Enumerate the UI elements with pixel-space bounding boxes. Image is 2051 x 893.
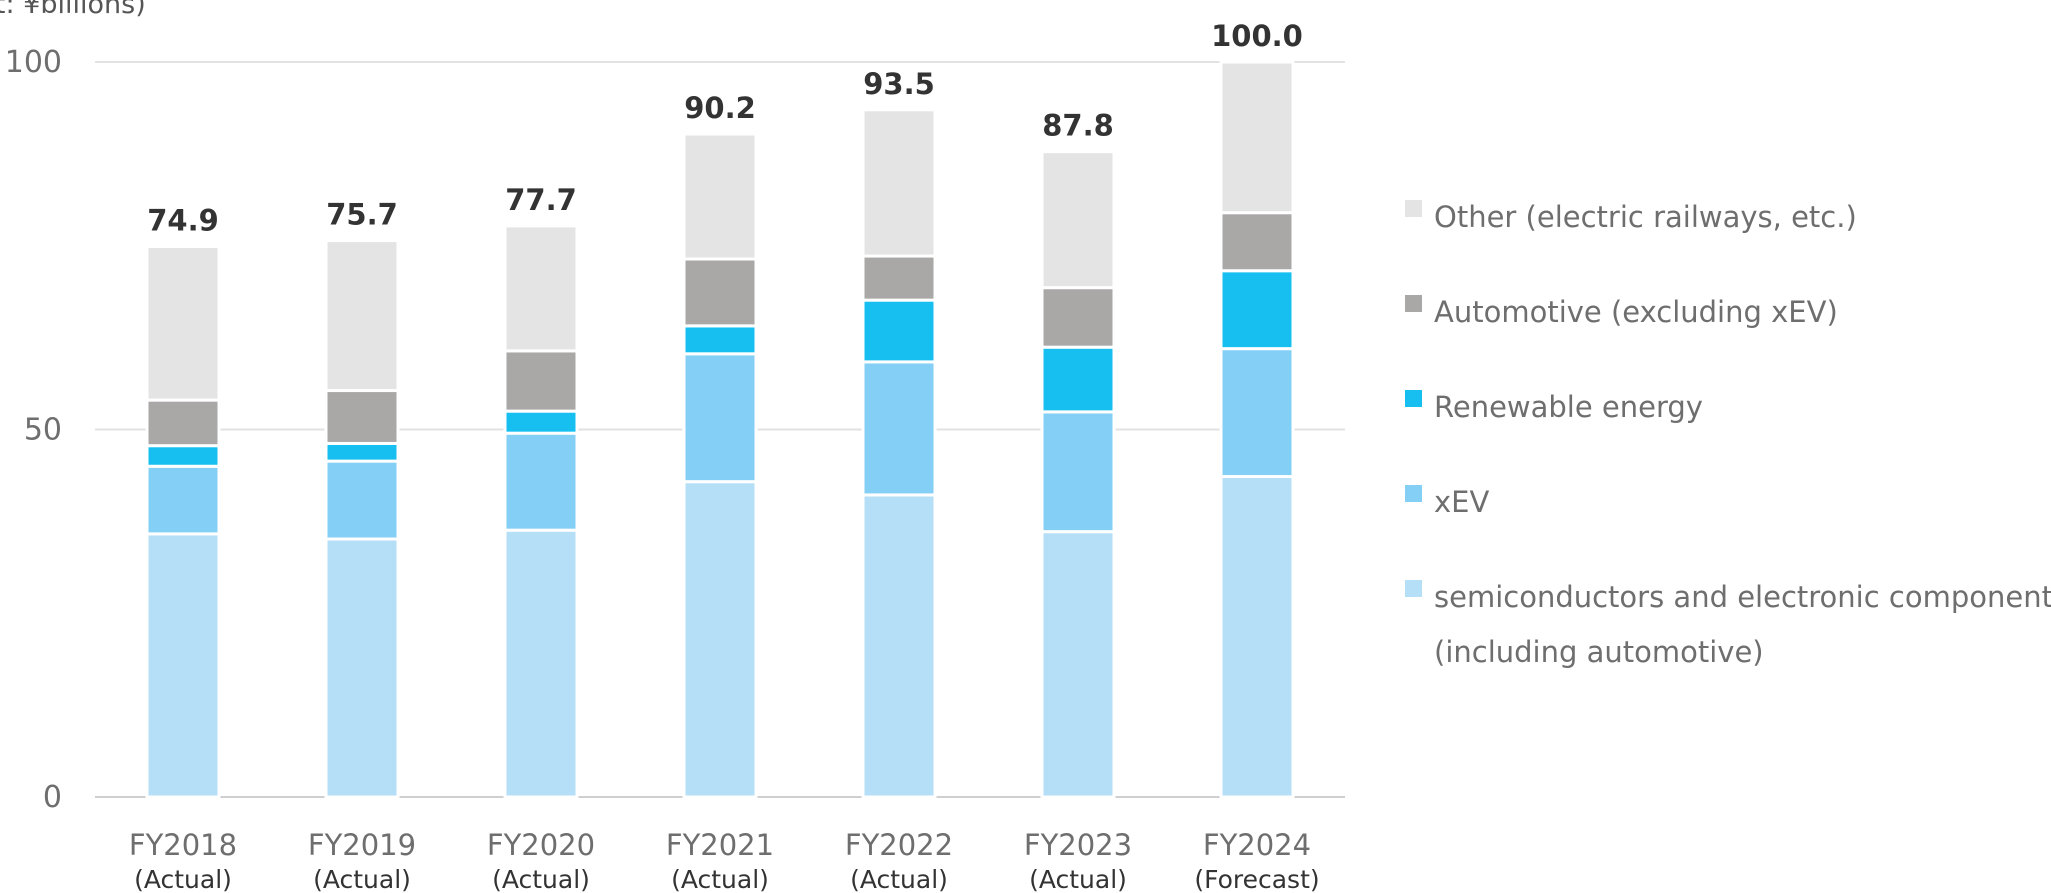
bar-segment	[861, 254, 937, 302]
legend-label: (including automotive)	[1434, 635, 1764, 669]
x-tick-label: FY2022	[845, 828, 953, 862]
bar-segment	[861, 108, 937, 258]
bar-segment	[861, 360, 937, 497]
bar-segment	[1219, 269, 1295, 351]
total-label: 87.8	[1042, 109, 1114, 143]
legend-label: Automotive (excluding xEV)	[1434, 295, 1838, 329]
y-tick-label: 50	[24, 413, 62, 448]
y-tick-label: 100	[5, 45, 62, 80]
bar-segment	[682, 352, 758, 484]
legend-label: semiconductors and electronic components	[1434, 580, 2051, 614]
bar-segment	[1219, 347, 1295, 479]
bar-segment	[861, 493, 937, 799]
x-tick-sublabel: (Actual)	[850, 865, 948, 893]
bar-segment	[682, 257, 758, 328]
bar-segment	[1040, 150, 1116, 290]
bar-segment	[1040, 345, 1116, 414]
total-label: 74.9	[147, 203, 219, 237]
bar-segment	[324, 239, 400, 393]
bar-segment	[861, 298, 937, 364]
legend-label: Renewable energy	[1434, 390, 1703, 424]
legend-swatch	[1405, 390, 1422, 407]
x-tick-sublabel: (Actual)	[492, 865, 590, 893]
x-tick-sublabel: (Forecast)	[1194, 865, 1319, 893]
bar-segment	[503, 224, 579, 353]
bar-segment	[145, 444, 221, 468]
x-tick-label: FY2023	[1024, 828, 1132, 862]
bar-segment	[503, 409, 579, 435]
total-label: 93.5	[863, 67, 935, 101]
x-tick-label: FY2021	[666, 828, 774, 862]
x-tick-label: FY2024	[1203, 828, 1311, 862]
bar-segment	[145, 244, 221, 402]
bar-segment	[682, 324, 758, 356]
bar-segment	[324, 537, 400, 799]
bar-segment	[682, 132, 758, 261]
legend-swatch	[1405, 485, 1422, 502]
bar-segment	[324, 459, 400, 541]
bar-segment	[1040, 286, 1116, 349]
bar-segment	[145, 464, 221, 536]
legend-label: xEV	[1434, 485, 1490, 519]
x-tick-sublabel: (Actual)	[1029, 865, 1127, 893]
bar-segment	[503, 431, 579, 532]
labels: (Unit: ¥billions) 0 50 100 74.9 FY2018 (Actual…	[0, 0, 1320, 893]
x-tick-label: FY2019	[308, 828, 416, 862]
bar-segment	[1040, 410, 1116, 534]
bar-segment	[1040, 530, 1116, 799]
total-label: 77.7	[505, 183, 577, 217]
bar-segment	[145, 532, 221, 799]
bar-segment	[1219, 475, 1295, 799]
bar-segment	[503, 349, 579, 413]
legend-label: Other (electric railways, etc.)	[1434, 200, 1857, 234]
total-label: 90.2	[684, 91, 756, 125]
x-tick-sublabel: (Actual)	[134, 865, 232, 893]
x-tick-label: FY2020	[487, 828, 595, 862]
x-tick-sublabel: (Actual)	[313, 865, 411, 893]
total-label: 100.0	[1211, 19, 1303, 53]
total-label: 75.7	[326, 198, 398, 232]
bar-segment	[1219, 60, 1295, 215]
bar-segment	[682, 480, 758, 799]
x-tick-label: FY2018	[129, 828, 237, 862]
legend-swatch	[1405, 200, 1422, 217]
bar-segment	[324, 389, 400, 445]
x-tick-sublabel: (Actual)	[671, 865, 769, 893]
bar-segment	[324, 441, 400, 463]
y-tick-label: 0	[43, 780, 62, 815]
bar-segment	[145, 398, 221, 448]
bar-segment	[503, 528, 579, 799]
legend-swatch	[1405, 580, 1422, 597]
legend-swatch	[1405, 295, 1422, 312]
bar-segment	[1219, 211, 1295, 273]
bars	[145, 60, 1295, 799]
unit-label: (Unit: ¥billions)	[0, 0, 146, 20]
